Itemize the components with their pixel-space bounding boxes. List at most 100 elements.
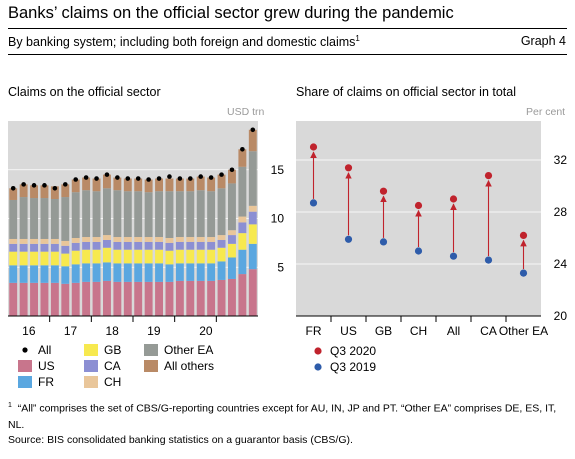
bar-segment-other-ea xyxy=(144,192,153,238)
bar-segment-fr xyxy=(165,264,174,282)
bar-segment-ch xyxy=(196,237,205,242)
legend-label-all-others: All others xyxy=(164,359,214,373)
bar-segment-other-ea xyxy=(155,191,163,238)
bar-segment-ca xyxy=(19,243,28,252)
bar-segment-ch xyxy=(30,238,38,244)
point-q3-2019 xyxy=(449,252,458,260)
legend-swatch-q3-2019 xyxy=(314,363,322,371)
footnote: 1 “All” comprises the set of CBS/G-repor… xyxy=(8,398,568,433)
bar-segment-other-ea xyxy=(71,192,80,238)
bar-segment-ca xyxy=(113,241,122,250)
point-q3-2020 xyxy=(449,195,458,203)
legend-label-q3-2019: Q3 2019 xyxy=(330,360,376,374)
left-legend: All GB Other EA US CA All others FR CH xyxy=(18,343,214,389)
legend-swatch-fr xyxy=(18,376,32,388)
bar-segment-ca xyxy=(103,239,111,248)
bar-segment-all-others xyxy=(82,177,91,191)
bar-segment-us xyxy=(19,282,28,316)
all-marker xyxy=(208,175,214,180)
right-y-tick-label: 20 xyxy=(554,309,568,323)
bar-segment-ch xyxy=(186,237,195,242)
bar-segment-ca xyxy=(71,242,80,251)
all-marker xyxy=(177,176,183,181)
legend-label-ca: CA xyxy=(104,359,121,373)
legend-swatch-all xyxy=(22,347,28,353)
bar-segment-ca xyxy=(196,241,205,250)
bar-segment-us xyxy=(238,274,247,316)
bar-segment-all-others xyxy=(144,179,153,193)
left-x-tick-label: 16 xyxy=(22,324,36,338)
point-q3-2019 xyxy=(344,235,353,243)
left-bar-chart: 5 10 15 16 17 18 19 20 xyxy=(8,121,285,338)
bar-segment-gb xyxy=(228,243,236,258)
bar-segment-ca xyxy=(165,242,174,251)
bar-segment-all-others xyxy=(71,179,80,193)
bar-segment-gb xyxy=(217,247,226,262)
right-y-tick-label: 28 xyxy=(554,205,568,219)
bar-segment-other-ea xyxy=(186,191,195,238)
bar-segment-fr xyxy=(155,263,163,282)
bar-segment-fr xyxy=(9,265,18,283)
bar-segment-ca xyxy=(40,243,49,252)
bar-segment-ca xyxy=(248,211,257,225)
bar-segment-all-others xyxy=(113,177,122,191)
bar-segment-ch xyxy=(217,235,226,240)
bar-segment-ch xyxy=(71,238,80,243)
bar-segment-ca xyxy=(175,241,184,250)
bar-segment-gb xyxy=(165,250,174,265)
bar-segment-gb xyxy=(9,251,18,266)
bar-segment-other-ea xyxy=(50,199,59,239)
bar-segment-gb xyxy=(40,251,49,266)
point-q3-2020 xyxy=(414,201,423,210)
right-dot-chart: 20 24 28 32 FR US GB CH All CA Other EA xyxy=(296,121,568,338)
bar-segment-all-others xyxy=(61,184,70,198)
bar-segment-us xyxy=(196,280,205,316)
bar-segment-other-ea xyxy=(228,183,236,231)
bar-segment-fr xyxy=(123,263,132,282)
chart-subtitle: By banking system; including both foreig… xyxy=(8,34,360,49)
bar-segment-all-others xyxy=(196,176,205,191)
bar-segment-fr xyxy=(134,263,143,282)
bar-segment-us xyxy=(113,281,122,316)
bar-segment-other-ea xyxy=(217,188,226,236)
bar-segment-us xyxy=(207,280,216,316)
all-marker xyxy=(10,185,16,191)
bar-segment-ch xyxy=(113,237,122,242)
bar-segment-us xyxy=(123,281,132,316)
left-y-tick-label: 10 xyxy=(271,212,285,226)
bar-segment-all-others xyxy=(19,184,28,198)
bar-segment-fr xyxy=(61,266,70,284)
bar-segment-all-others xyxy=(92,178,101,192)
legend-label-q3-2020: Q3 2020 xyxy=(330,344,376,358)
bar-segment-ch xyxy=(228,230,236,236)
bar-segment-gb xyxy=(186,249,195,264)
bar-segment-ch xyxy=(165,238,174,243)
bar-segment-other-ea xyxy=(134,191,143,238)
bar-segment-ch xyxy=(103,235,111,240)
bar-segment-all-others xyxy=(238,149,247,167)
bar-segment-ca xyxy=(50,243,59,252)
bar-segment-ch xyxy=(134,237,143,242)
all-marker xyxy=(167,174,172,179)
bar-segment-other-ea xyxy=(9,199,18,239)
bar-segment-fr xyxy=(71,264,80,283)
bar-segment-us xyxy=(9,282,18,316)
point-q3-2019 xyxy=(379,238,388,246)
bar-segment-gb xyxy=(144,249,153,264)
bar-segment-ch xyxy=(9,238,18,244)
bar-segment-all-others xyxy=(248,129,257,152)
bar-segment-other-ea xyxy=(19,197,28,239)
bar-segment-ca xyxy=(123,241,132,250)
left-x-tick-label: 18 xyxy=(105,324,119,338)
right-x-tick-label: All xyxy=(447,324,460,338)
left-panel-title: Claims on the official sector xyxy=(8,85,161,99)
bar-segment-all-others xyxy=(186,178,195,192)
bar-segment-us xyxy=(165,281,174,316)
point-q3-2020 xyxy=(379,187,388,195)
bar-segment-fr xyxy=(238,249,247,275)
bar-segment-ch xyxy=(144,237,153,242)
legend-label-other-ea: Other EA xyxy=(164,343,213,357)
bar-segment-all-others xyxy=(134,178,143,192)
all-marker xyxy=(42,183,47,188)
bar-segment-all-others xyxy=(165,178,174,192)
